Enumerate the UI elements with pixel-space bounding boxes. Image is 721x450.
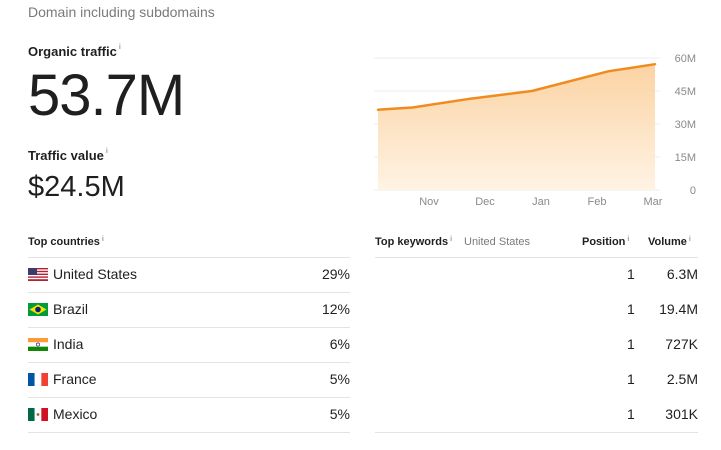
country-percent: 5% [329,406,350,422]
info-icon[interactable]: i [105,148,108,155]
us-flag-icon [28,268,48,281]
divider [28,432,350,433]
keyword-row[interactable]: 1 727K [375,327,698,362]
keyword-row[interactable]: 1 2.5M [375,362,698,397]
top-keywords-header: Top keywords i [375,236,452,248]
keyword-position: 1 [627,301,635,317]
country-row[interactable]: India 6% [28,327,350,362]
keyword-row[interactable]: 1 301K [375,397,698,432]
info-icon[interactable]: i [627,236,630,243]
country-name: France [53,371,97,387]
position-column-header[interactable]: Position i [582,236,629,248]
divider [28,362,350,363]
keyword-volume: 727K [665,336,698,352]
position-header-label: Position [582,236,626,248]
traffic-value-label-text: Traffic value [28,148,104,163]
info-icon[interactable]: i [118,44,121,51]
y-tick-label: 45M [675,86,696,98]
volume-header-label: Volume [648,236,687,248]
x-tick-label: Feb [588,196,607,208]
keyword-row[interactable]: 1 6.3M [375,257,698,292]
divider [375,257,698,258]
x-tick-label: Dec [475,196,495,208]
scope-label: Domain including subdomains [28,4,215,20]
country-percent: 6% [329,336,350,352]
traffic-value-value: $24.5M [28,171,125,203]
volume-column-header[interactable]: Volume i [648,236,691,248]
y-tick-label: 60M [675,53,696,65]
x-axis-ticks: Nov Dec Jan Feb Mar [419,196,663,208]
top-countries-label: Top countries [28,236,100,248]
divider [375,432,698,433]
country-name: United States [53,266,138,282]
country-percent: 29% [321,266,350,282]
country-name: Brazil [53,301,89,317]
divider [28,397,350,398]
country-row[interactable]: Mexico 5% [28,397,350,432]
keyword-row[interactable]: 1 19.4M [375,292,698,327]
info-icon[interactable]: i [688,236,691,243]
y-tick-label: 15M [675,152,696,164]
x-tick-label: Nov [419,196,439,208]
keywords-country-label[interactable]: United States [464,236,531,248]
y-tick-label: 0 [690,185,696,197]
divider [28,327,350,328]
info-icon[interactable]: i [101,236,104,243]
country-name: India [53,336,84,352]
keyword-volume: 6.3M [666,266,698,282]
brazil-flag-icon [28,303,48,316]
mexico-flag-icon [28,408,48,421]
country-name: Mexico [53,406,98,422]
traffic-chart: 60M 45M 30M 15M 0 Nov Dec Jan Feb Mar [374,53,696,208]
keyword-position: 1 [627,336,635,352]
divider [28,257,350,258]
divider [28,292,350,293]
organic-traffic-value: 53.7M [28,63,185,128]
keyword-volume: 2.5M [666,371,698,387]
organic-traffic-label-text: Organic traffic [28,44,117,59]
keyword-volume: 19.4M [659,301,698,317]
traffic-value-label: Traffic value i [28,148,108,163]
organic-traffic-label: Organic traffic i [28,44,121,59]
keyword-position: 1 [627,266,635,282]
country-percent: 12% [321,301,350,317]
x-tick-label: Jan [532,196,550,208]
keyword-position: 1 [627,406,635,422]
country-row[interactable]: France 5% [28,362,350,397]
y-tick-label: 30M [675,119,696,131]
x-tick-label: Mar [644,196,663,208]
keyword-position: 1 [627,371,635,387]
india-flag-icon [28,338,48,351]
country-row[interactable]: United States 29% [28,257,350,292]
country-percent: 5% [329,371,350,387]
traffic-line [376,62,657,111]
top-countries-header: Top countries i [28,236,104,248]
traffic-area [378,64,655,190]
info-icon[interactable]: i [450,236,453,243]
y-axis-ticks: 60M 45M 30M 15M 0 [675,53,696,197]
top-keywords-label: Top keywords [375,236,449,248]
country-row[interactable]: Brazil 12% [28,292,350,327]
france-flag-icon [28,373,48,386]
keyword-volume: 301K [665,406,698,422]
